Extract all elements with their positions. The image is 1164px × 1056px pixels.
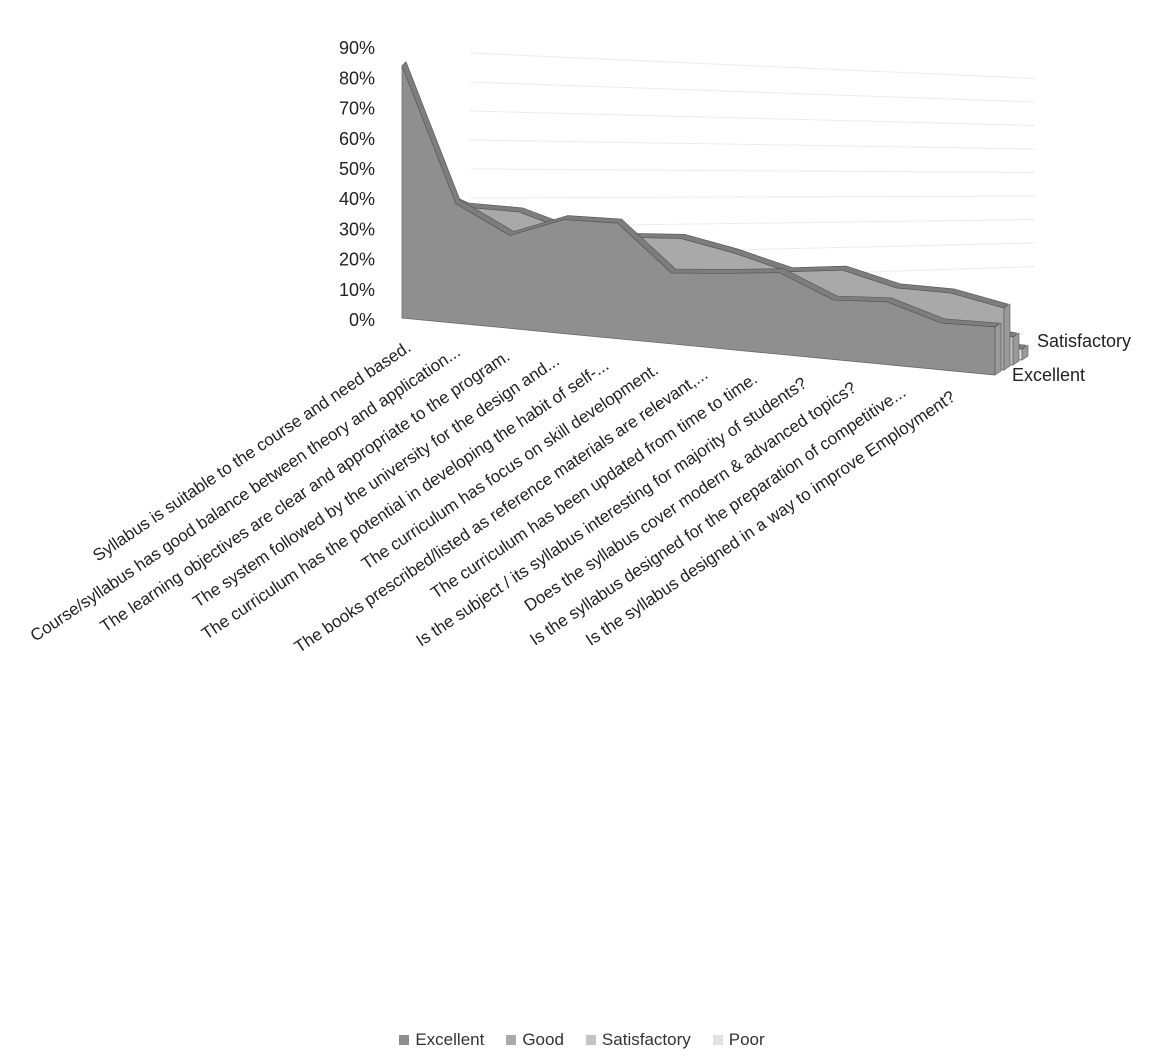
gridline (469, 110, 1036, 126)
y-tick-label: 0% (349, 310, 375, 330)
area-side (1012, 332, 1020, 366)
y-tick-label: 20% (339, 250, 375, 270)
y-tick-label: 90% (339, 38, 375, 58)
y-tick-label: 40% (339, 189, 375, 209)
gridline (469, 168, 1036, 173)
y-tick-label: 10% (339, 280, 375, 300)
area-side (994, 322, 1002, 376)
y-tick-label: 30% (339, 219, 375, 239)
legend-label: Satisfactory (601, 1030, 691, 1049)
y-tick-label: 50% (339, 159, 375, 179)
legend-swatch (585, 1035, 596, 1045)
y-axis-ticks: 0% 10% 20% 30% 40% 50% 60% 70% 80% 90% (339, 38, 375, 330)
legend-label: Poor (728, 1030, 765, 1049)
x-axis-ticks: Syllabus is suitable to the course and n… (27, 338, 959, 657)
legend-swatch (712, 1035, 723, 1045)
gridline (469, 52, 1036, 79)
area-side (1003, 303, 1011, 371)
legend-item-good: Good (506, 1030, 564, 1050)
legend-label: Excellent (415, 1030, 485, 1049)
legend-item-poor: Poor (712, 1030, 765, 1050)
area-side (1021, 344, 1029, 361)
chart-legend: Excellent Good Satisfactory Poor (0, 1030, 1164, 1050)
chart-series (401, 61, 1029, 376)
depth-axis-label: Excellent (1012, 365, 1085, 385)
y-tick-label: 70% (339, 99, 375, 119)
gridline (469, 81, 1036, 103)
depth-axis-label: Satisfactory (1037, 331, 1131, 351)
legend-item-excellent: Excellent (399, 1030, 484, 1050)
area-ridge (401, 61, 1000, 328)
series-excellent (401, 61, 1002, 376)
legend-swatch (399, 1035, 410, 1045)
legend-item-satisfactory: Satisfactory (585, 1030, 691, 1050)
legend-label: Good (522, 1030, 564, 1049)
y-tick-label: 80% (339, 68, 375, 88)
legend-swatch (506, 1035, 517, 1045)
gridline (469, 139, 1036, 150)
gridline (469, 195, 1036, 199)
y-tick-label: 60% (339, 129, 375, 149)
depth-axis-labels: Satisfactory Excellent (1012, 331, 1131, 385)
